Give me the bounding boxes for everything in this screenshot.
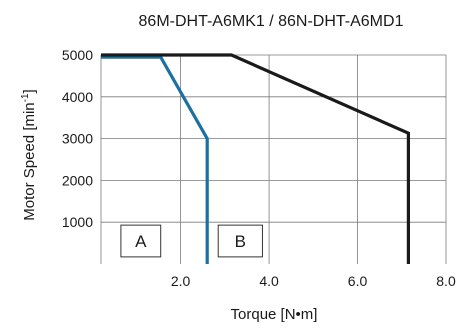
x-axis-title: Torque [N•m] [231,306,318,323]
y-tick-label: 4000 [62,89,93,105]
x-tick-label: 4.0 [259,273,279,289]
region-label-b: B [235,232,246,251]
y-tick-label: 3000 [62,131,93,147]
y-tick-label: 1000 [62,214,93,230]
grid [100,54,447,264]
y-tick-label: 5000 [62,47,93,63]
y-tick-label: 2000 [62,172,93,188]
x-tick-label: 8.0 [436,273,456,289]
series-lines [101,53,410,264]
y-axis-title-end: ] [21,89,38,93]
y-axis-title: Motor Speed [min-1] [20,89,38,220]
chart-title: 86M-DHT-A6MK1 / 86N-DHT-A6MD1 [139,13,404,30]
region-box-b [217,224,263,258]
tick-labels: 2.0 4.0 6.0 8.0 1000 2000 3000 4000 5000 [62,47,456,289]
region-box-a [120,224,162,258]
y-axis-title-superscript: -1 [20,93,31,102]
y-axis-title-main: Motor Speed [min [21,102,38,220]
region-label-a: A [135,232,147,251]
x-tick-label: 6.0 [348,273,368,289]
series-line-1 [101,55,209,264]
x-tick-label: 2.0 [171,273,191,289]
series-line-2 [101,53,410,264]
